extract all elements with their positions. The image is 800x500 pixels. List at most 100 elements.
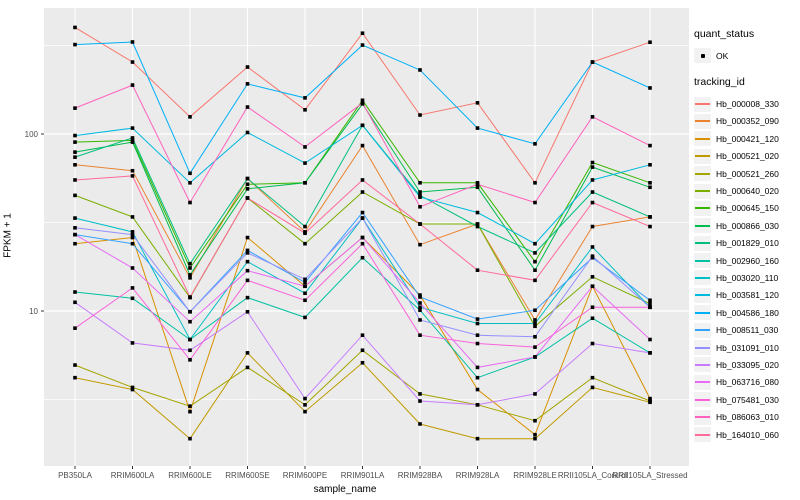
legend-item-label: Hb_086063_010 <box>716 412 779 423</box>
legend-item: Hb_031091_010 <box>694 339 798 356</box>
data-point <box>303 280 307 285</box>
data-point <box>533 142 537 146</box>
data-point <box>130 385 135 390</box>
data-point <box>245 295 250 300</box>
legend-item: OK <box>694 47 798 64</box>
series-color-line <box>695 120 710 123</box>
data-point <box>475 185 480 190</box>
data-point <box>418 295 422 299</box>
data-point <box>533 355 537 359</box>
x-tick-label: RRIM600SE <box>225 471 269 480</box>
data-point <box>73 326 77 330</box>
tracking-id-legend-title: tracking_id <box>694 76 745 89</box>
data-point <box>188 348 192 353</box>
legend-item: Hb_002960_160 <box>694 252 798 269</box>
data-point <box>418 392 422 396</box>
y-axis-title: FPKM + 1 <box>2 213 14 258</box>
data-point <box>130 235 135 240</box>
data-point <box>245 65 250 69</box>
data-point <box>188 181 192 185</box>
legend-item: Hb_000521_260 <box>694 165 798 182</box>
series-color-line <box>695 172 710 175</box>
data-point <box>360 143 365 148</box>
data-point <box>533 345 537 349</box>
data-point <box>590 375 595 380</box>
data-point <box>475 387 480 392</box>
line-chart: PB350LA RRIM600LA RRIM600LE RRIM600SE RRIM60… <box>25 8 689 480</box>
data-point <box>130 266 135 270</box>
data-point <box>533 268 537 273</box>
data-point <box>418 422 422 426</box>
legend-item: Hb_000008_330 <box>694 95 798 112</box>
data-point <box>590 254 595 258</box>
data-point <box>73 25 77 30</box>
data-point <box>360 235 365 240</box>
data-point <box>533 181 537 185</box>
legend-item: Hb_003581_120 <box>694 287 798 304</box>
legend-item: Hb_008511_030 <box>694 321 798 338</box>
data-point <box>245 278 250 283</box>
data-point <box>360 101 365 105</box>
legend-item-label: Hb_008511_030 <box>716 325 779 336</box>
data-point <box>245 187 250 191</box>
data-point <box>245 105 250 109</box>
data-point <box>360 241 365 246</box>
data-point <box>188 261 192 266</box>
legend-item: Hb_063716_080 <box>694 374 798 391</box>
data-point <box>245 176 250 181</box>
data-point <box>533 324 537 329</box>
data-point <box>418 399 422 403</box>
data-point <box>590 316 595 321</box>
data-point <box>418 204 422 209</box>
data-point <box>648 181 652 185</box>
data-point <box>418 181 422 185</box>
data-point <box>533 334 537 339</box>
data-point <box>533 432 537 437</box>
data-point <box>475 333 480 337</box>
data-point <box>188 115 192 119</box>
data-point <box>130 232 135 237</box>
data-point <box>648 399 652 403</box>
data-point <box>303 315 307 320</box>
data-point <box>303 145 307 149</box>
legend-key <box>694 374 711 390</box>
data-point <box>130 136 135 140</box>
data-point <box>130 174 135 178</box>
series-color-line <box>695 259 710 262</box>
data-point <box>590 165 595 169</box>
data-point <box>475 375 480 380</box>
x-tick-label: PB350LA <box>58 471 92 480</box>
x-tick-label: RRIM928LE <box>513 471 557 480</box>
data-point <box>590 245 595 249</box>
data-point <box>73 178 77 182</box>
data-point <box>130 230 135 234</box>
data-point <box>475 436 480 441</box>
data-point <box>130 168 135 173</box>
data-point <box>360 360 365 365</box>
data-point <box>475 210 480 215</box>
legend-item: Hb_086063_010 <box>694 408 798 425</box>
legend-key <box>694 305 711 321</box>
data-point <box>648 298 652 303</box>
data-point <box>648 301 652 306</box>
data-point <box>418 333 422 337</box>
data-point <box>648 337 652 342</box>
legend-key <box>694 235 711 251</box>
legend-key <box>694 183 711 199</box>
legend-item: Hb_000352_090 <box>694 113 798 130</box>
data-points <box>73 25 652 441</box>
series-color-line <box>695 137 710 140</box>
data-point <box>245 82 250 86</box>
data-point <box>590 385 595 390</box>
legend-key <box>694 270 711 286</box>
data-point <box>648 162 652 167</box>
legend-item-label: Hb_000521_260 <box>716 168 779 179</box>
legend-item-label: Hb_164010_060 <box>716 429 779 440</box>
data-point <box>418 242 422 247</box>
data-point <box>360 333 365 337</box>
legend-key <box>694 113 711 129</box>
data-point <box>188 309 192 314</box>
data-point <box>475 101 480 105</box>
data-point <box>418 308 422 313</box>
series-color-line <box>695 294 710 297</box>
